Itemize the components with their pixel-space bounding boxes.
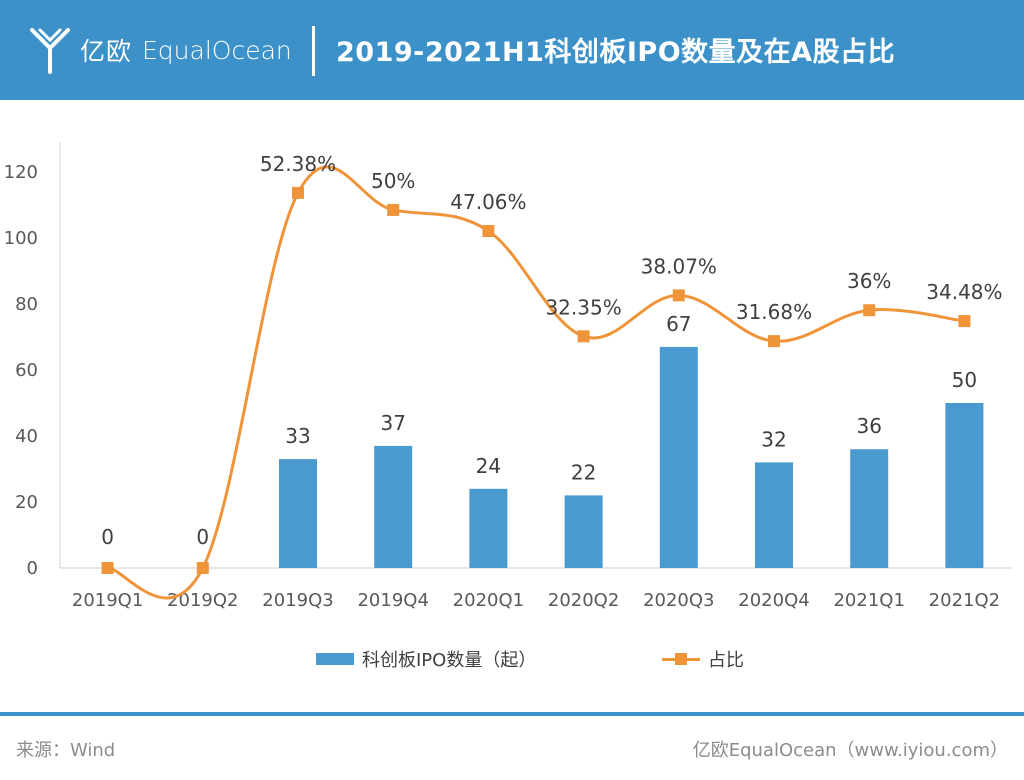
- chart-legend: 科创板IPO数量（起） 占比: [0, 645, 1024, 673]
- combo-chart: 0 20 40 60 80 100 120 2019Q1 2019Q2 2019Q3 2019Q4 2…: [4, 142, 1012, 611]
- bar-value-label: 33: [285, 424, 310, 448]
- logo-chinese-text: 亿欧: [80, 37, 133, 66]
- y-tick-label: 60: [15, 360, 38, 381]
- share-marker: [672, 289, 685, 302]
- share-marker: [196, 562, 209, 574]
- share-value-label: 47.06%: [450, 190, 526, 214]
- x-tick-label: 2019Q3: [262, 590, 333, 611]
- header-divider: [312, 26, 315, 76]
- x-tick-label: 2020Q3: [643, 590, 714, 611]
- share-value-label: 50%: [371, 169, 415, 193]
- bar-value-label: 22: [571, 460, 596, 484]
- legend-bar-swatch: [316, 653, 354, 665]
- bar-value-label: 67: [666, 312, 691, 336]
- bar-value-label: 24: [476, 454, 501, 478]
- source-note: 来源：Wind: [16, 740, 116, 761]
- legend-label-share: 占比: [708, 650, 744, 671]
- y-tick-label: 40: [15, 426, 38, 447]
- legend-line-swatch: [662, 653, 700, 665]
- share-marker: [577, 330, 590, 343]
- footer-divider: [0, 712, 1024, 716]
- share-value-label: 38.07%: [641, 254, 717, 278]
- share-value-label: 32.35%: [545, 295, 621, 319]
- bar: [374, 445, 413, 568]
- logo-english-text: EqualOcean: [142, 35, 292, 65]
- header-banner: 亿欧 EqualOcean 2019-2021H1科创板IPO数量及在A股占比: [0, 0, 1024, 100]
- y-tick-label: 100: [4, 228, 38, 249]
- share-marker: [958, 315, 971, 328]
- chart-title: 2019-2021H1科创板IPO数量及在A股占比: [336, 37, 896, 68]
- share-marker: [101, 562, 114, 574]
- share-value-label: 34.48%: [926, 280, 1002, 304]
- bar: [850, 449, 889, 568]
- bar: [469, 488, 508, 568]
- y-tick-label: 0: [27, 558, 38, 579]
- legend-item-ipo-count: 科创板IPO数量（起）: [316, 645, 536, 673]
- equalocean-logo-icon: [30, 28, 70, 74]
- share-line: [107, 165, 965, 600]
- bar-value-label: 37: [380, 411, 405, 435]
- share-value-label: 31.68%: [736, 300, 812, 324]
- brand-note: 亿欧EqualOcean（www.iyiou.com）: [692, 740, 1008, 761]
- bar-value-label: 32: [761, 427, 786, 451]
- legend-label-ipo-count: 科创板IPO数量（起）: [362, 650, 537, 671]
- x-tick-label: 2020Q2: [548, 590, 619, 611]
- share-marker: [387, 203, 400, 216]
- y-tick-label: 80: [15, 294, 38, 315]
- y-tick-label: 20: [15, 492, 38, 513]
- share-value-label: 36%: [847, 269, 891, 293]
- bar-value-label: 50: [952, 368, 977, 392]
- bar-value-label: 36: [856, 414, 881, 438]
- x-tick-label: 2019Q2: [167, 590, 238, 611]
- share-marker: [863, 304, 876, 317]
- logo: 亿欧 EqualOcean: [28, 22, 292, 78]
- bar: [659, 346, 698, 568]
- x-tick-label: 2020Q1: [453, 590, 524, 611]
- bar: [945, 403, 984, 568]
- x-tick-label: 2021Q2: [929, 590, 1000, 611]
- legend-item-share: 占比: [662, 645, 744, 673]
- share-value-label: 52.38%: [260, 152, 336, 176]
- y-tick-label: 120: [4, 162, 38, 183]
- x-tick-label: 2019Q4: [357, 590, 428, 611]
- bar-value-label: 0: [101, 525, 114, 549]
- bar: [564, 495, 603, 568]
- share-marker: [768, 335, 780, 348]
- x-tick-label: 2019Q1: [72, 590, 143, 611]
- x-tick-label: 2020Q4: [738, 590, 809, 611]
- share-marker: [482, 225, 495, 238]
- x-tick-label: 2021Q1: [833, 590, 904, 611]
- bar: [279, 459, 317, 568]
- share-marker: [292, 186, 304, 199]
- bar-value-label: 0: [196, 525, 209, 549]
- bar: [755, 462, 793, 568]
